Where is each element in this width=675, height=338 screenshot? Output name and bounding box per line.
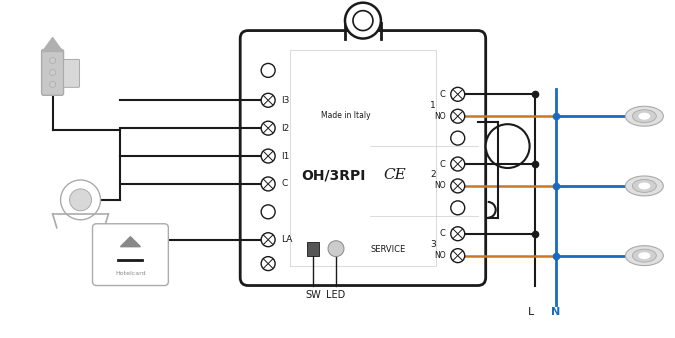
Circle shape [451, 249, 465, 263]
Circle shape [70, 189, 92, 211]
Ellipse shape [639, 113, 650, 120]
Circle shape [261, 205, 275, 219]
Text: SERVICE: SERVICE [370, 245, 406, 254]
Circle shape [451, 179, 465, 193]
Text: C: C [440, 229, 446, 238]
Text: NO: NO [434, 251, 446, 260]
Ellipse shape [626, 176, 664, 196]
Circle shape [451, 201, 465, 215]
Text: N: N [551, 308, 560, 317]
Circle shape [261, 233, 275, 247]
FancyBboxPatch shape [42, 49, 63, 95]
Text: C: C [440, 160, 446, 169]
Text: Hotelcard: Hotelcard [115, 271, 146, 275]
Text: LA: LA [281, 235, 292, 244]
Circle shape [451, 109, 465, 123]
Circle shape [345, 3, 381, 39]
FancyBboxPatch shape [92, 224, 168, 286]
Ellipse shape [626, 106, 664, 126]
Circle shape [353, 11, 373, 30]
Text: I2: I2 [281, 124, 290, 133]
Ellipse shape [632, 249, 656, 262]
Ellipse shape [639, 252, 650, 259]
Circle shape [49, 81, 55, 87]
Circle shape [451, 227, 465, 241]
Bar [307, 242, 319, 256]
Circle shape [261, 257, 275, 271]
Text: 3: 3 [430, 240, 436, 249]
Polygon shape [120, 237, 140, 247]
Text: NO: NO [434, 112, 446, 121]
Text: I1: I1 [281, 151, 290, 161]
Bar [290, 50, 436, 266]
Ellipse shape [639, 183, 650, 189]
Text: SW: SW [305, 290, 321, 299]
Text: Made in Italy: Made in Italy [321, 111, 371, 120]
Circle shape [451, 131, 465, 145]
Text: L: L [527, 308, 534, 317]
Text: I3: I3 [281, 96, 290, 105]
Text: NO: NO [434, 182, 446, 190]
Text: C: C [281, 179, 288, 189]
Text: C: C [440, 90, 446, 99]
FancyBboxPatch shape [63, 59, 80, 87]
Circle shape [261, 93, 275, 107]
Text: 2: 2 [430, 170, 436, 179]
Ellipse shape [632, 110, 656, 123]
Circle shape [61, 180, 101, 220]
Circle shape [261, 149, 275, 163]
Text: LED: LED [327, 290, 346, 299]
FancyBboxPatch shape [240, 30, 486, 286]
Circle shape [261, 177, 275, 191]
Text: 1: 1 [430, 101, 436, 110]
Text: OH/3RPI: OH/3RPI [302, 168, 366, 182]
Circle shape [328, 241, 344, 257]
Ellipse shape [632, 179, 656, 192]
Ellipse shape [626, 246, 664, 266]
Circle shape [261, 64, 275, 77]
Circle shape [451, 87, 465, 101]
Circle shape [486, 124, 530, 168]
Circle shape [49, 57, 55, 64]
Circle shape [451, 157, 465, 171]
Text: CE: CE [383, 168, 406, 182]
Circle shape [49, 69, 55, 75]
Circle shape [261, 121, 275, 135]
Polygon shape [43, 38, 63, 51]
